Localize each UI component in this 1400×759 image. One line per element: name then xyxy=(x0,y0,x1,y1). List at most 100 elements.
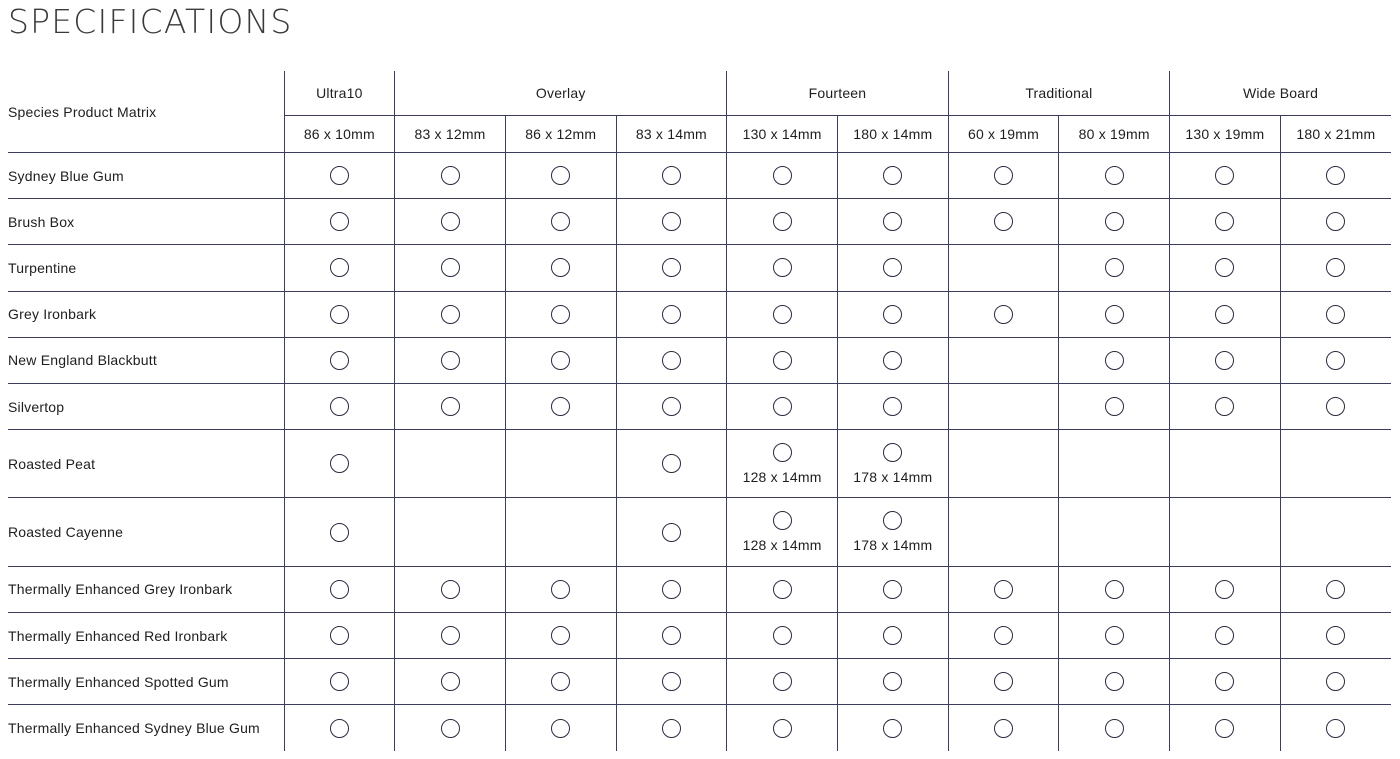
availability-cell xyxy=(615,152,727,200)
available-circle-icon xyxy=(440,626,460,645)
available-circle-icon xyxy=(772,304,792,324)
availability-cell xyxy=(1279,612,1391,660)
available-circle-icon xyxy=(440,304,460,324)
available-circle-icon xyxy=(994,672,1013,692)
available-circle-icon xyxy=(1104,350,1124,370)
available-circle-icon xyxy=(440,579,460,599)
available-circle-icon xyxy=(661,579,681,599)
availability-cell xyxy=(1169,337,1281,384)
availability-cell xyxy=(504,704,617,751)
available-circle-icon xyxy=(883,258,903,278)
availability-cell xyxy=(1169,291,1281,338)
available-circle-icon xyxy=(994,579,1013,599)
available-circle-icon xyxy=(551,672,571,692)
availability-cell xyxy=(1058,383,1170,431)
table-row: Roasted Peat 128 x 14mm 178 x 14mm xyxy=(8,429,1391,499)
available-circle-icon xyxy=(1215,397,1235,417)
available-circle-icon xyxy=(1215,350,1235,370)
available-circle-icon xyxy=(551,718,571,738)
species-product-matrix: Species Product Matrix Ultra10 Overlay Fou… xyxy=(8,71,1391,751)
availability-cell xyxy=(836,704,949,751)
availability-cell xyxy=(836,612,949,660)
availability-cell xyxy=(504,337,617,384)
size-variant-note: 128 x 14mm xyxy=(742,537,822,554)
availability-cell xyxy=(1169,429,1281,499)
available-circle-icon xyxy=(1215,718,1235,738)
availability-cell xyxy=(1279,704,1391,751)
available-circle-icon xyxy=(883,579,903,599)
available-circle-icon xyxy=(1104,258,1124,278)
size-variant-note: 128 x 14mm xyxy=(742,468,822,485)
matrix-label: Species Product Matrix xyxy=(8,71,284,153)
availability-cell xyxy=(1279,198,1391,246)
availability-cell xyxy=(726,337,838,384)
available-circle-icon xyxy=(772,350,792,370)
species-name: Grey Ironbark xyxy=(8,291,284,338)
availability-cell xyxy=(1169,497,1281,567)
availability-cell xyxy=(1058,566,1170,613)
availability-cell xyxy=(394,704,506,751)
availability-cell xyxy=(394,198,506,246)
available-circle-icon xyxy=(994,212,1013,232)
availability-cell xyxy=(615,291,727,338)
availability-cell xyxy=(1058,429,1170,499)
availability-cell xyxy=(283,152,395,200)
availability-cell xyxy=(504,152,617,200)
species-name: Silvertop xyxy=(8,383,284,431)
availability-cell xyxy=(947,497,1059,567)
available-circle-icon xyxy=(329,397,349,417)
available-circle-icon xyxy=(329,579,349,599)
availability-cell xyxy=(394,152,506,200)
available-circle-icon xyxy=(1215,166,1235,186)
availability-cell xyxy=(947,337,1059,384)
availability-cell xyxy=(947,429,1059,499)
table-row: Roasted Cayenne 128 x 14mm 178 x 14mm xyxy=(8,497,1391,567)
availability-cell xyxy=(1058,152,1170,200)
availability-cell xyxy=(1058,291,1170,338)
availability-cell xyxy=(1279,383,1391,431)
availability-cell xyxy=(283,704,395,751)
available-circle-icon xyxy=(1326,304,1346,324)
species-name: Thermally Enhanced Grey Ironbark xyxy=(8,566,284,613)
availability-cell xyxy=(615,383,727,431)
availability-cell xyxy=(1279,291,1391,338)
available-circle-icon xyxy=(551,212,571,232)
available-circle-icon xyxy=(661,718,681,738)
size-header: 180 x 14mm xyxy=(836,115,949,153)
availability-cell xyxy=(615,337,727,384)
availability-cell xyxy=(726,566,838,613)
availability-cell xyxy=(836,244,949,292)
available-circle-icon xyxy=(440,350,460,370)
available-circle-icon xyxy=(440,212,460,232)
available-circle-icon xyxy=(994,166,1013,186)
availability-cell xyxy=(504,198,617,246)
available-circle-icon xyxy=(329,166,349,186)
product-group-header-row: Species Product Matrix Ultra10 Overlay Fou… xyxy=(8,71,1391,153)
available-circle-icon xyxy=(1326,212,1346,232)
size-header: 83 x 14mm xyxy=(615,115,727,153)
available-circle-icon xyxy=(440,718,460,738)
availability-cell xyxy=(615,198,727,246)
species-name: Thermally Enhanced Spotted Gum xyxy=(8,658,284,706)
size-variant-note: 178 x 14mm xyxy=(853,468,933,485)
availability-cell xyxy=(615,612,727,660)
group-header-fourteen: Fourteen xyxy=(726,71,949,116)
available-circle-icon xyxy=(551,258,571,278)
availability-cell xyxy=(1058,244,1170,292)
available-circle-icon xyxy=(329,626,349,645)
available-circle-icon xyxy=(661,350,681,370)
available-circle-icon xyxy=(661,304,681,324)
size-variant-note: 178 x 14mm xyxy=(853,537,933,554)
available-circle-icon xyxy=(772,258,792,278)
available-circle-icon xyxy=(772,511,792,531)
available-circle-icon xyxy=(1326,350,1346,370)
available-circle-icon xyxy=(440,672,460,692)
available-circle-icon xyxy=(883,511,903,531)
availability-cell xyxy=(1279,244,1391,292)
available-circle-icon xyxy=(1104,304,1124,324)
availability-cell xyxy=(726,291,838,338)
availability-cell xyxy=(615,429,727,499)
size-header: 130 x 14mm xyxy=(726,115,838,153)
availability-cell xyxy=(283,291,395,338)
availability-cell xyxy=(726,244,838,292)
